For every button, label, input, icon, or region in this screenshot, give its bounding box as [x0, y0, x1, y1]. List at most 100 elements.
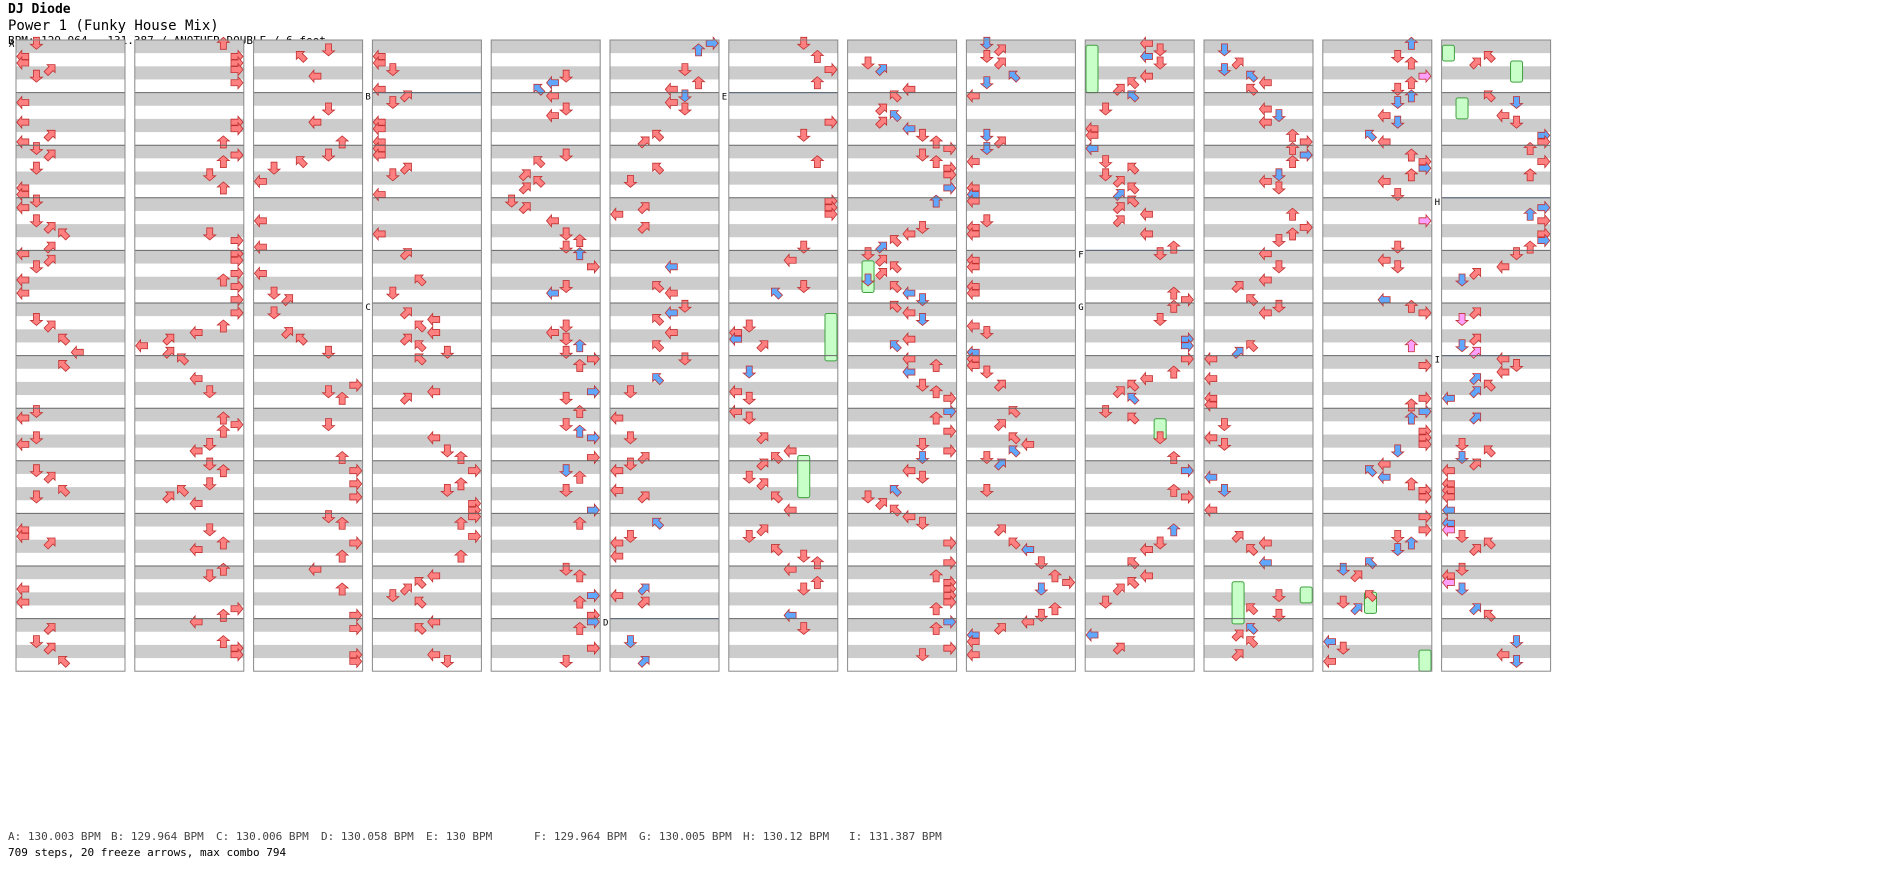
bpm-legend-item: I: 131.387 BPM: [849, 830, 942, 843]
beat-stripe: [491, 276, 601, 290]
beat-stripe: [728, 644, 838, 659]
beat-stripe: [610, 566, 719, 580]
beat-stripe: [253, 145, 363, 159]
beat-stripe: [1204, 92, 1313, 106]
beat-stripe: [372, 592, 482, 606]
bpm-labels: A B C D E F G H I: [9, 40, 1440, 629]
beat-stripe: [847, 460, 957, 474]
beat-stripe: [1204, 171, 1313, 185]
beat-stripe: [491, 487, 601, 501]
beat-stripe: [966, 513, 1076, 527]
beat-stripe: [372, 197, 482, 211]
beat-stripe: [1085, 171, 1195, 185]
beat-stripe: [610, 118, 719, 133]
beat-stripe: [1441, 381, 1551, 396]
beat-stripe: [1441, 92, 1551, 106]
beat-stripe: [372, 250, 482, 264]
chart-column: [490, 39, 601, 672]
beat-stripe: [253, 118, 363, 133]
beat-stripe: [1085, 145, 1195, 159]
beat-stripe: [134, 644, 244, 659]
beat-stripe: [966, 171, 1076, 185]
beat-stripe: [610, 618, 719, 632]
beat-stripe: [16, 381, 125, 396]
beat-stripe: [16, 118, 125, 133]
beat-stripe: [134, 381, 244, 396]
beat-stripe: [372, 40, 482, 54]
beat-stripe: [1085, 539, 1195, 553]
beat-stripe: [134, 118, 244, 133]
beat-stripe: [966, 487, 1076, 501]
beat-stripe: [372, 171, 482, 185]
beat-stripe: [253, 92, 363, 106]
beat-stripe: [610, 513, 719, 527]
beat-stripe: [1204, 460, 1313, 474]
beat-stripe: [1322, 644, 1432, 659]
beat-stripe: [966, 40, 1076, 54]
beat-stripe: [610, 303, 719, 317]
beat-stripe: [1085, 303, 1195, 317]
beat-stripe: [610, 250, 719, 264]
beat-stripe: [491, 355, 601, 369]
chart-column: [847, 39, 958, 672]
beat-stripe: [728, 434, 838, 448]
beat-stripe: [134, 434, 244, 448]
beat-stripe: [491, 171, 601, 185]
beat-stripe: [1322, 145, 1432, 159]
beat-stripe: [966, 355, 1076, 369]
beat-stripe: [1322, 171, 1432, 185]
beat-stripe: [491, 329, 601, 343]
chart-column: [1322, 39, 1433, 672]
chart-column: [1203, 39, 1314, 672]
beat-stripe: [134, 513, 244, 527]
beat-stripe: [1322, 539, 1432, 553]
beat-stripe: [491, 92, 601, 106]
beat-stripe: [610, 329, 719, 343]
column-borders: [15, 39, 1552, 672]
beat-stripe: [253, 276, 363, 290]
beat-stripe: [1204, 250, 1313, 264]
beat-stripe: [1204, 329, 1313, 343]
beat-stripe: [1085, 566, 1195, 580]
beat-stripe: [728, 40, 838, 54]
beat-stripe: [134, 329, 244, 343]
beat-stripe: [847, 487, 957, 501]
chart-column: [965, 39, 1076, 672]
bpm-marker-label: G: [1078, 303, 1083, 313]
beat-stripe: [966, 618, 1076, 632]
beat-stripe: [1204, 566, 1313, 580]
beat-stripe: [728, 224, 838, 238]
beat-stripe: [372, 513, 482, 527]
beat-stripe: [610, 644, 719, 659]
beat-stripe: [16, 618, 125, 632]
beat-stripe: [728, 171, 838, 185]
beat-stripe: [610, 460, 719, 474]
beat-stripe: [1085, 644, 1195, 659]
beat-stripe: [134, 487, 244, 501]
beat-stripe: [1204, 539, 1313, 553]
beat-stripe: [16, 276, 125, 290]
beat-stripe: [966, 197, 1076, 211]
beat-stripe: [134, 40, 244, 54]
beat-stripe: [1441, 276, 1551, 290]
beat-stripe: [847, 250, 957, 264]
beat-stripe: [847, 381, 957, 396]
beat-stripe: [610, 487, 719, 501]
beat-stripe: [253, 381, 363, 396]
beat-stripe: [253, 460, 363, 474]
beat-stripe: [847, 66, 957, 80]
beat-stripe: [16, 171, 125, 185]
beat-stripe: [491, 513, 601, 527]
beat-stripe: [1441, 644, 1551, 659]
beat-stripe: [847, 618, 957, 632]
beat-stripe: [1204, 644, 1313, 659]
beat-stripe: [16, 355, 125, 369]
beat-stripe: [134, 566, 244, 580]
beat-stripe: [16, 40, 125, 54]
beat-stripe: [1204, 40, 1313, 54]
beat-stripe: [16, 197, 125, 211]
chart-column: [15, 39, 126, 672]
beat-stripe: [1441, 539, 1551, 553]
beat-stripe: [966, 145, 1076, 159]
